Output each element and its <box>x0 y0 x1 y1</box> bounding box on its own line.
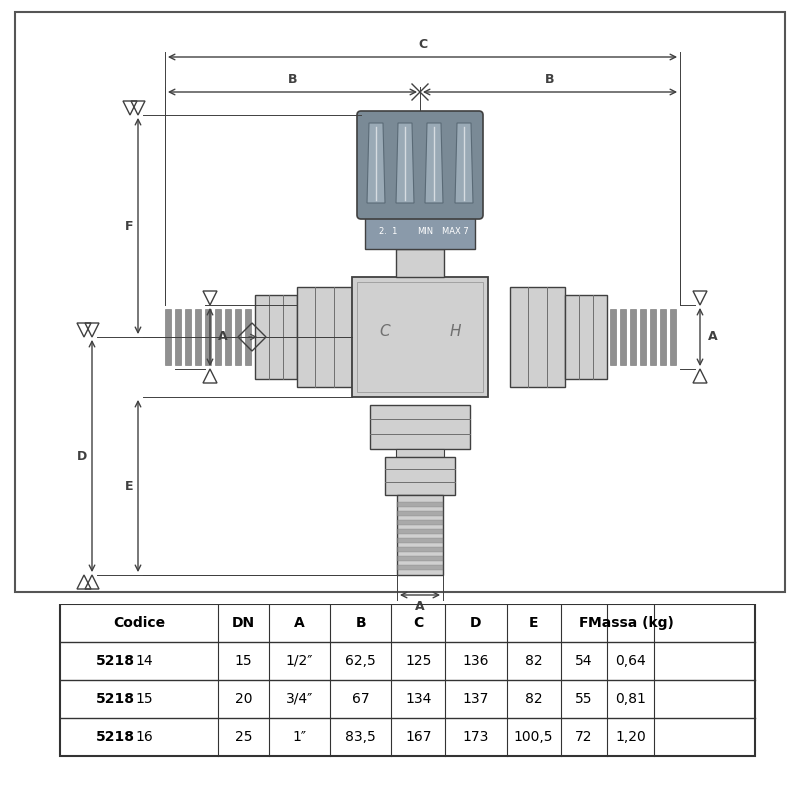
Text: Codice: Codice <box>113 616 166 630</box>
Text: 14: 14 <box>135 654 153 668</box>
Bar <box>165 309 171 365</box>
Text: 67: 67 <box>352 692 370 706</box>
Bar <box>365 215 475 249</box>
Bar <box>397 502 443 507</box>
Bar <box>396 249 444 277</box>
Polygon shape <box>367 123 385 203</box>
Bar <box>175 309 181 365</box>
Text: D: D <box>77 450 87 462</box>
Text: 167: 167 <box>405 730 431 744</box>
Bar <box>397 511 443 516</box>
Text: B: B <box>546 73 554 86</box>
Bar <box>60 604 755 756</box>
Text: 83,5: 83,5 <box>346 730 376 744</box>
Text: E: E <box>125 479 133 493</box>
Bar <box>397 529 443 534</box>
Text: 1″: 1″ <box>293 730 306 744</box>
Text: H: H <box>450 325 461 339</box>
Text: MAX 7: MAX 7 <box>442 227 468 237</box>
Polygon shape <box>396 123 414 203</box>
Text: 3/4″: 3/4″ <box>286 692 313 706</box>
Text: 137: 137 <box>462 692 489 706</box>
Text: 134: 134 <box>405 692 431 706</box>
Text: 16: 16 <box>135 730 153 744</box>
Bar <box>600 309 606 365</box>
Bar <box>397 565 443 570</box>
Text: 0,64: 0,64 <box>615 654 646 668</box>
Text: E: E <box>529 616 538 630</box>
Text: C: C <box>380 325 390 339</box>
Text: C: C <box>413 616 423 630</box>
Bar <box>610 309 616 365</box>
Text: 1/2″: 1/2″ <box>286 654 313 668</box>
Bar <box>397 547 443 552</box>
Text: 136: 136 <box>462 654 489 668</box>
Bar <box>397 556 443 561</box>
Bar <box>205 309 211 365</box>
Bar <box>297 287 352 387</box>
Bar <box>357 282 483 392</box>
Bar <box>195 309 201 365</box>
Text: DN: DN <box>232 616 255 630</box>
Bar <box>397 495 443 575</box>
Text: 54: 54 <box>575 654 593 668</box>
Text: 5218: 5218 <box>96 730 135 744</box>
Bar <box>185 309 191 365</box>
Text: 20: 20 <box>235 692 253 706</box>
Bar <box>245 309 251 365</box>
Text: B: B <box>288 73 298 86</box>
Text: A: A <box>415 600 425 613</box>
Bar <box>590 309 596 365</box>
Bar <box>397 520 443 525</box>
Text: A: A <box>294 616 305 630</box>
Bar <box>215 309 221 365</box>
Bar <box>660 309 666 365</box>
Bar <box>385 457 455 495</box>
Text: 25: 25 <box>235 730 253 744</box>
Polygon shape <box>425 123 443 203</box>
Text: 15: 15 <box>235 654 253 668</box>
Bar <box>370 405 470 449</box>
Text: MIN: MIN <box>417 227 433 237</box>
Text: 82: 82 <box>525 654 542 668</box>
Bar <box>670 309 676 365</box>
Bar <box>650 309 656 365</box>
Text: 15: 15 <box>135 692 153 706</box>
Text: B: B <box>355 616 366 630</box>
Text: A: A <box>218 330 228 343</box>
Bar <box>397 538 443 543</box>
Text: 1,20: 1,20 <box>615 730 646 744</box>
FancyBboxPatch shape <box>357 111 483 219</box>
Text: 55: 55 <box>575 692 593 706</box>
Text: 0,81: 0,81 <box>615 692 646 706</box>
Bar <box>255 295 297 379</box>
Text: Massa (kg): Massa (kg) <box>588 616 674 630</box>
Text: 82: 82 <box>525 692 542 706</box>
Bar <box>565 295 607 379</box>
Text: A: A <box>708 330 718 343</box>
Bar <box>225 309 231 365</box>
Text: C: C <box>418 38 427 51</box>
Bar <box>620 309 626 365</box>
Text: 72: 72 <box>575 730 593 744</box>
Polygon shape <box>455 123 473 203</box>
Bar <box>235 309 241 365</box>
Bar <box>510 287 565 387</box>
Bar <box>396 449 444 457</box>
Text: 100,5: 100,5 <box>514 730 554 744</box>
Text: D: D <box>470 616 482 630</box>
Text: 173: 173 <box>462 730 489 744</box>
Text: F: F <box>125 219 133 233</box>
Bar <box>630 309 636 365</box>
Text: F: F <box>579 616 589 630</box>
Text: 62,5: 62,5 <box>346 654 376 668</box>
Text: 125: 125 <box>405 654 431 668</box>
Bar <box>352 277 488 397</box>
Text: 5218: 5218 <box>96 654 135 668</box>
Text: 5218: 5218 <box>96 692 135 706</box>
Bar <box>640 309 646 365</box>
Text: 2.  1: 2. 1 <box>379 227 397 237</box>
